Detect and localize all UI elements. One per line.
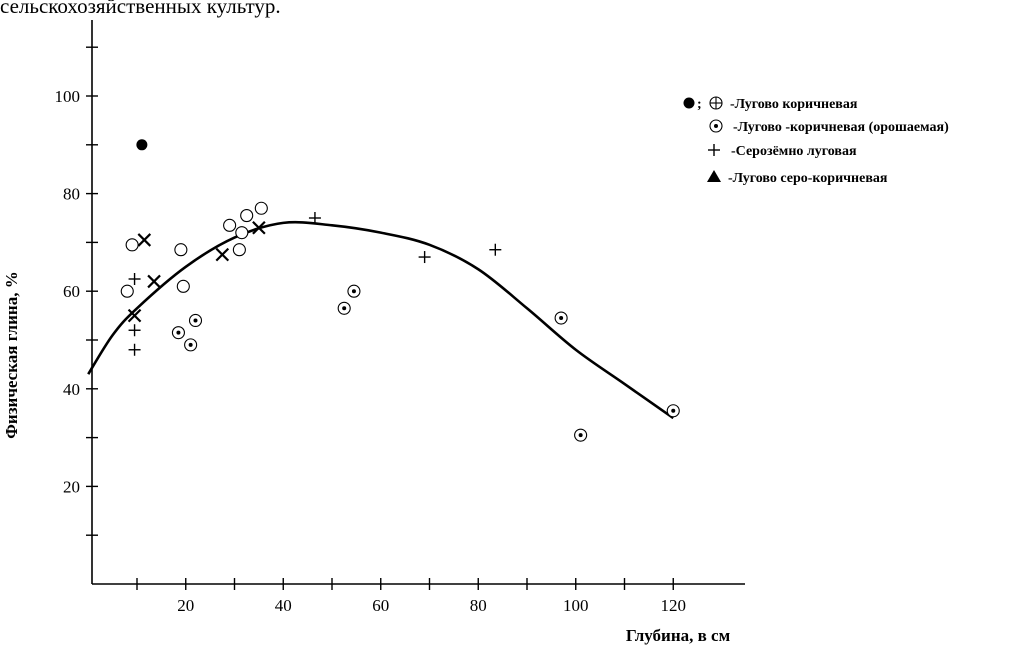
open-circle-marker [240, 209, 254, 223]
plus-point [128, 343, 141, 356]
legend-triangle [707, 170, 721, 182]
trend-curve-layer [87, 220, 674, 420]
legend-label: -Лугово -коричневая (орошаемая) [733, 120, 949, 135]
caption-text: сельскохозяйственных культур. [0, 0, 281, 18]
dotted-circle-point [188, 313, 203, 328]
legend-filled-circle [683, 97, 695, 109]
plus-point [489, 243, 502, 256]
dotted-circle-dot [671, 408, 676, 413]
open-circle-point [125, 238, 139, 252]
dotted-circle-point [337, 301, 351, 315]
cross-b [147, 274, 161, 289]
open-circle-point [176, 279, 190, 293]
plus-point [418, 251, 431, 264]
legend: ; -Лугово коричневая -Лугово -коричневая (… [683, 96, 949, 186]
open-circle-point [174, 243, 188, 257]
trend-curve [87, 220, 674, 420]
y-tick-label: 100 [55, 87, 81, 106]
dotted-circle-dot [559, 316, 564, 321]
y-tick-label: 60 [63, 282, 80, 301]
x-tick-label: 80 [470, 596, 487, 615]
open-circle-marker [174, 243, 188, 257]
legend-crossed-circle [709, 96, 723, 110]
dotted-circle-point [574, 428, 588, 442]
dotted-circle-point [171, 326, 185, 340]
open-circle-marker [120, 284, 134, 298]
dotted-circle-dot [578, 433, 583, 438]
legend-label: -Лугово серо-коричневая [728, 171, 888, 186]
cross-point [137, 233, 152, 247]
filled-circle-marker [136, 139, 148, 151]
dotted-circle-dot [193, 318, 198, 323]
x-tick-label: 120 [661, 596, 687, 615]
dotted-circle-point [554, 311, 568, 325]
dotted-circle-dot [188, 342, 193, 347]
axes: 20 40 60 80 100 20 40 60 80 100 120 [55, 20, 745, 615]
open-circle-marker [232, 243, 246, 257]
filled-circle-point [136, 139, 148, 151]
open-circle-marker [254, 201, 268, 215]
legend-plus [708, 144, 720, 156]
plus-point [128, 324, 141, 337]
open-circle-marker [223, 218, 237, 232]
cross-point [147, 274, 161, 289]
legend-label: -Серозёмно луговая [731, 144, 857, 159]
y-tick-label: 80 [63, 185, 80, 204]
filled-circle-marker [683, 97, 695, 109]
dotted-circle-dot [342, 306, 347, 311]
plus-point [128, 273, 141, 285]
y-tick-label: 40 [63, 380, 80, 399]
x-tick-label: 100 [563, 596, 589, 615]
data-points [120, 139, 680, 442]
y-tick-label: 20 [63, 477, 80, 496]
cross-point [252, 220, 266, 235]
dotted-circle-dot [176, 330, 181, 335]
legend-separator: ; [697, 97, 702, 112]
open-circle-point [240, 209, 254, 223]
cross-point [215, 247, 230, 262]
cross-b [252, 220, 266, 235]
cross-point [127, 308, 142, 323]
triangle-marker [707, 170, 721, 182]
x-tick-label: 40 [275, 596, 292, 615]
dotted-circle-dot [714, 124, 718, 128]
open-circle-marker [176, 279, 190, 293]
open-circle-marker [125, 238, 139, 252]
cross-b [127, 308, 142, 323]
dotted-circle-point [666, 404, 680, 418]
open-circle-point [232, 243, 246, 257]
open-circle-point [254, 201, 268, 215]
open-circle-point [235, 226, 249, 240]
open-circle-point [223, 218, 237, 232]
cross-b [215, 247, 230, 262]
y-axis-label: Физическая глина, % [2, 271, 21, 438]
plus-point [308, 212, 321, 224]
dotted-circle-point [184, 338, 198, 352]
cross-b [137, 233, 152, 247]
legend-dotted-circle [709, 119, 723, 133]
x-tick-label: 20 [177, 596, 194, 615]
x-axis-label: Глубина, в см [626, 626, 731, 645]
x-tick-label: 60 [372, 596, 389, 615]
legend-label: -Лугово коричневая [730, 97, 858, 112]
open-circle-point [120, 284, 134, 298]
open-circle-marker [235, 226, 249, 240]
dotted-circle-dot [351, 289, 356, 294]
dotted-circle-point [347, 284, 361, 298]
